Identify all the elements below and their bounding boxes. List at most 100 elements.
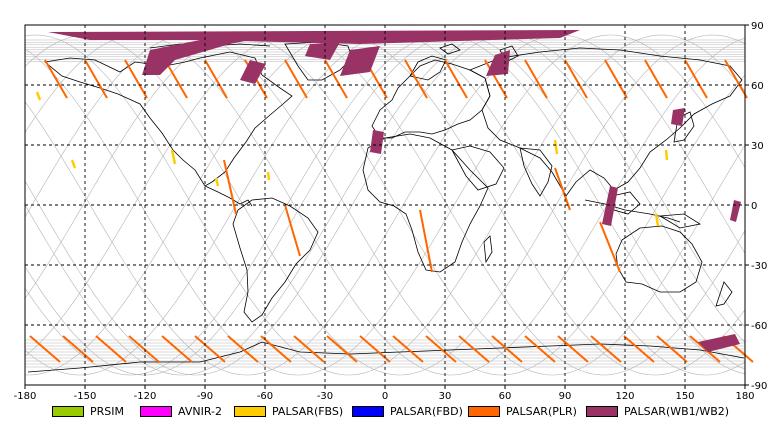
legend: PRSIM AVNIR-2 PALSAR(FBS) PALSAR(FBD) PA…: [0, 400, 770, 422]
wb-swath: [602, 186, 618, 226]
plr-swath: [62, 335, 94, 363]
fbs-swath: [170, 149, 177, 165]
lon-tick-label: 90: [559, 391, 572, 402]
lon-tick-label: 120: [615, 391, 634, 402]
lon-tick-label: -30: [317, 391, 333, 402]
lat-tick-label: 60: [751, 81, 764, 92]
wb-swath: [240, 60, 266, 84]
plr-swath: [29, 335, 61, 363]
orbit-track: [24, 34, 746, 376]
japan-outline: [673, 111, 695, 143]
lat-tick-label: -30: [751, 261, 767, 272]
legend-swatch-palsar-wb: [586, 405, 618, 417]
plr-swath: [599, 221, 621, 273]
plr-swath: [326, 335, 358, 363]
lat-tick-label: 90: [751, 21, 764, 32]
plr-swath: [392, 335, 424, 363]
legend-item-palsar-fbd: PALSAR(FBD): [352, 404, 463, 418]
fbs-swath: [654, 213, 660, 227]
plr-swath: [194, 335, 226, 363]
africa-outline: [362, 133, 489, 273]
lat-tick-label: 30: [751, 141, 764, 152]
plr-swath: [623, 335, 655, 363]
plr-swath: [444, 59, 468, 99]
plr-swath: [419, 209, 433, 273]
wb-swath: [698, 334, 740, 352]
legend-swatch-prsim: [52, 405, 84, 417]
lon-tick-label: 0: [382, 391, 388, 402]
coverage-swaths: [29, 30, 754, 363]
plr-swath: [484, 59, 508, 99]
plr-swath: [124, 59, 148, 99]
plr-swath: [684, 59, 708, 99]
fbs-swath: [70, 159, 77, 169]
wb-swath: [305, 42, 340, 60]
plr-swath: [491, 335, 523, 363]
wb-swath: [671, 108, 685, 126]
plr-swath: [554, 167, 571, 211]
wb-swath: [48, 30, 580, 44]
legend-item-palsar-plr: PALSAR(PLR): [468, 404, 577, 418]
lat-tick-label: -90: [751, 381, 767, 392]
lon-tick-label: -180: [14, 391, 37, 402]
plr-swath: [84, 59, 108, 99]
plr-swath: [44, 59, 68, 99]
fbs-swath: [664, 149, 669, 161]
legend-swatch-palsar-fbs: [234, 405, 266, 417]
south-america-outline: [232, 197, 319, 323]
legend-item-avnir2: AVNIR-2: [140, 404, 222, 418]
legend-item-prsim: PRSIM: [52, 404, 124, 418]
legend-item-palsar-fbs: PALSAR(FBS): [234, 404, 343, 418]
fbs-swath: [266, 171, 271, 181]
asia-outline: [469, 47, 743, 197]
plr-swath: [590, 335, 622, 363]
lon-tick-label: -60: [257, 391, 273, 402]
plr-swath: [324, 59, 348, 99]
legend-label-avnir2: AVNIR-2: [178, 404, 222, 418]
plr-swath: [656, 335, 688, 363]
arabia-outline: [451, 145, 505, 191]
legend-label-palsar-wb: PALSAR(WB1/WB2): [624, 404, 730, 418]
plr-swath: [293, 335, 325, 363]
plr-swath: [557, 335, 589, 363]
wb-swath: [730, 200, 741, 222]
madagascar-outline: [483, 235, 493, 264]
lat-tick-label: -60: [751, 321, 767, 332]
wb-swath: [340, 46, 380, 76]
plr-swath: [644, 59, 668, 99]
legend-label-prsim: PRSIM: [90, 404, 124, 418]
plr-swath: [524, 335, 556, 363]
plr-swath: [425, 335, 457, 363]
india-outline: [519, 147, 553, 197]
plr-swath: [724, 59, 748, 99]
legend-label-palsar-plr: PALSAR(PLR): [506, 404, 577, 418]
land-outlines: [27, 41, 745, 373]
lon-tick-label: 150: [675, 391, 694, 402]
legend-item-palsar-wb: PALSAR(WB1/WB2): [586, 404, 729, 418]
legend-label-palsar-fbs: PALSAR(FBS): [272, 404, 344, 418]
plr-swath: [284, 204, 301, 257]
legend-swatch-palsar-fbd: [352, 405, 384, 417]
legend-swatch-palsar-plr: [468, 405, 500, 417]
lon-tick-label: 30: [439, 391, 452, 402]
plr-swath: [128, 335, 160, 363]
plr-swath: [161, 335, 193, 363]
lat-tick-label: 0: [751, 201, 757, 212]
lon-tick-label: -90: [197, 391, 213, 402]
plr-swath: [95, 335, 127, 363]
wb-swath: [486, 50, 510, 76]
lat-lon-grid: [25, 25, 745, 385]
lon-tick-label: -150: [74, 391, 97, 402]
plr-swath: [260, 335, 292, 363]
plr-swath: [164, 59, 188, 99]
wb-swath: [370, 130, 384, 154]
lon-tick-label: 180: [735, 391, 754, 402]
fbs-swath: [553, 139, 559, 155]
indonesia-outline: [584, 199, 681, 223]
fbs-swath: [214, 177, 220, 187]
plr-swath: [284, 59, 308, 99]
new-guinea-outline: [658, 213, 702, 229]
plr-swath: [404, 59, 428, 99]
plr-swath: [524, 59, 548, 99]
